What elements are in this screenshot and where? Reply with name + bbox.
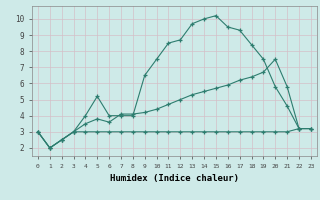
X-axis label: Humidex (Indice chaleur): Humidex (Indice chaleur) xyxy=(110,174,239,183)
